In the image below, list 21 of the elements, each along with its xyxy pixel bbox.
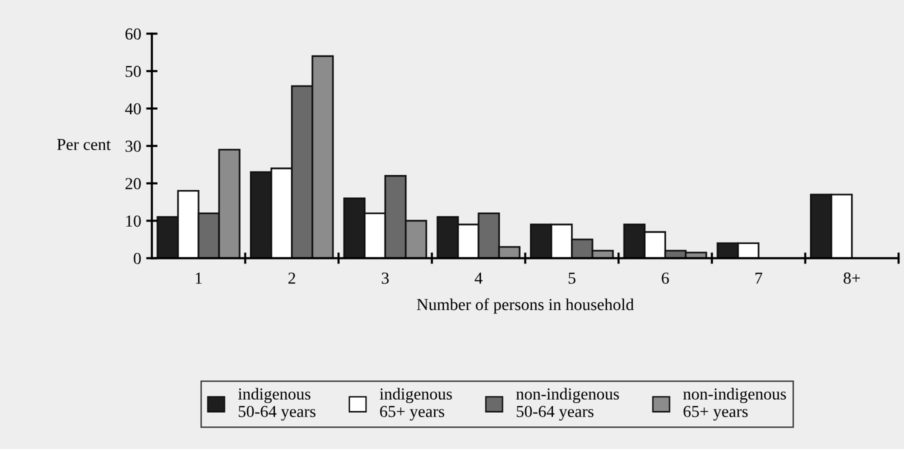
legend-label: indigenous 65+ years: [380, 388, 452, 421]
x-axis-title: Number of persons in household: [416, 298, 634, 314]
legend-label: non-indigenous 50-64 years: [516, 388, 619, 421]
legend-label: non-indigenous 65+ years: [683, 388, 786, 421]
legend-label: indigenous 50-64 years: [238, 388, 316, 421]
y-tick-label: 40: [125, 103, 141, 114]
x-tick-label: 3: [382, 272, 389, 284]
y-tick-label: 0: [134, 252, 141, 264]
y-tick-label: 60: [126, 28, 141, 40]
y-tick-label: 50: [126, 66, 141, 78]
x-tick-label: 5: [568, 272, 576, 284]
x-tick-label: 7: [756, 272, 762, 284]
x-tick-label: 2: [288, 272, 296, 284]
x-tick-label: 4: [474, 272, 482, 284]
y-tick-label: 30: [126, 140, 141, 152]
y-tick-label: 20: [126, 178, 141, 190]
x-tick-label: 1: [196, 272, 202, 284]
y-tick-label: 10: [126, 215, 141, 227]
y-axis-title: Per cent: [57, 139, 111, 150]
x-tick-label: 8+: [844, 272, 860, 284]
x-tick-label: 6: [662, 272, 669, 284]
